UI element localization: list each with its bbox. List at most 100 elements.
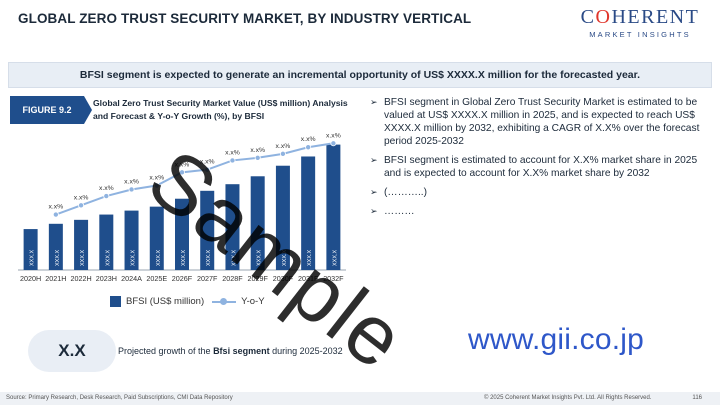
- footer-copyright: © 2025 Coherent Market Insights Pvt. Ltd…: [484, 395, 652, 401]
- figure-caption: Global Zero Trust Security Market Value …: [93, 98, 348, 121]
- x-tick-label: 2024A: [121, 274, 142, 283]
- chart-bar: [225, 184, 240, 270]
- x-tick-label: 2020H: [20, 274, 41, 283]
- x-tick-label: 2026F: [172, 274, 193, 283]
- legend-item-bar: BFSI (US$ million): [110, 296, 204, 307]
- chart-bar: [48, 223, 63, 270]
- chart-bar: [301, 156, 316, 270]
- key-insight-banner: BFSI segment is expected to generate an …: [8, 62, 712, 88]
- bar-data-label: XXX.X: [206, 249, 212, 266]
- bar-data-label: XXX.X: [105, 249, 111, 266]
- bar-data-label: XXX.X: [257, 249, 263, 266]
- growth-value-badge: X.X: [28, 330, 116, 372]
- list-item: ➢………: [370, 206, 415, 217]
- x-tick-label: 2025E: [146, 274, 167, 283]
- yoy-point: [52, 211, 59, 218]
- yoy-data-label: x.x%: [175, 161, 190, 168]
- yoy-data-label: x.x%: [225, 149, 240, 156]
- page-title: GLOBAL ZERO TRUST SECURITY MARKET, BY IN…: [18, 11, 472, 26]
- bar-data-label: XXX.X: [131, 249, 137, 266]
- x-tick-label: 2031F: [298, 274, 319, 283]
- list-item: ➢ BFSI segment in Global Zero Trust Secur…: [370, 97, 700, 147]
- x-tick-label: 2022H: [70, 274, 91, 283]
- yoy-point: [305, 144, 312, 151]
- yoy-line: [55, 142, 334, 216]
- figure-tag: FIGURE 9.2: [10, 96, 92, 124]
- yoy-point: [78, 202, 85, 209]
- legend-bar-label: BFSI (US$ million): [126, 296, 205, 307]
- bullet-arrow-icon: ➢: [370, 187, 378, 197]
- chart-bar: [326, 144, 341, 270]
- legend-item-line: Y-o-Y: [212, 296, 265, 307]
- x-tick-label: 2021H: [45, 274, 66, 283]
- bar-data-label: XXX.X: [332, 249, 338, 266]
- legend-line-label: Y-o-Y: [241, 296, 265, 307]
- yoy-data-label: x.x%: [276, 143, 291, 150]
- bar-data-label: XXX.X: [307, 249, 313, 266]
- list-item: ➢ (………..): [370, 187, 428, 198]
- yoy-data-label: x.x%: [301, 136, 316, 143]
- x-tick-label: 2027F: [197, 274, 218, 283]
- page-number: 116: [692, 395, 702, 401]
- chart-bar: [99, 214, 114, 270]
- bullet-arrow-icon: ➢: [370, 97, 378, 107]
- key-findings-list: ➢ BFSI segment in Global Zero Trust Secur…: [370, 96, 708, 224]
- x-tick-label: 2032F: [323, 274, 344, 283]
- yoy-point: [254, 154, 261, 161]
- yoy-point: [178, 169, 185, 176]
- chart-legend: BFSI (US$ million) Y-o-Y: [110, 296, 265, 307]
- coherent-logo: COHERENT MARKET INSIGHTS: [574, 6, 706, 39]
- yoy-data-label: x.x%: [124, 178, 139, 185]
- chart-bar: [250, 176, 265, 270]
- bullet-arrow-icon: ➢: [370, 155, 378, 165]
- bar-data-label: XXX.X: [30, 249, 36, 266]
- legend-bar-swatch: [110, 296, 121, 307]
- chart-canvas: XXX.X 2020H XXX.X 2021H XXX.X 2022H XXX.X 2023H…: [18, 132, 346, 283]
- yoy-point: [103, 193, 110, 200]
- bar-data-label: XXX.X: [231, 249, 237, 266]
- chart-bar: [275, 165, 290, 270]
- logo-letter: C: [580, 6, 596, 28]
- yoy-point: [229, 157, 236, 164]
- logo-accent-letter: O: [595, 6, 612, 28]
- chart-bar: [74, 219, 89, 270]
- bar-data-label: XXX.X: [55, 249, 61, 266]
- chart-bar: [124, 210, 139, 270]
- yoy-point: [153, 182, 160, 189]
- chart-bar: [149, 206, 164, 270]
- banner-text: BFSI segment is expected to generate an …: [79, 69, 641, 81]
- bar-data-label: XXX.X: [282, 249, 288, 266]
- list-item: ➢ BFSI segment is estimated to account fo…: [370, 155, 698, 179]
- x-tick-label: 2030F: [273, 274, 294, 283]
- chart-bar: [23, 229, 38, 270]
- bar-data-label: XXX.X: [80, 249, 86, 266]
- footer-source: Source: Primary Research, Desk Research,…: [6, 395, 233, 401]
- yoy-data-label: x.x%: [200, 159, 215, 166]
- yoy-point: [204, 166, 211, 173]
- yoy-point: [279, 150, 286, 157]
- yoy-data-label: x.x%: [99, 185, 114, 192]
- market-value-chart: XXX.X 2020H XXX.X 2021H XXX.X 2022H XXX.X 2023H…: [10, 130, 350, 310]
- x-tick-label: 2023H: [96, 274, 117, 283]
- bullet-arrow-icon: ➢: [370, 206, 378, 216]
- bar-data-label: XXX.X: [181, 249, 187, 266]
- yoy-data-label: x.x%: [250, 147, 265, 154]
- yoy-data-label: x.x%: [48, 204, 63, 211]
- gii-watermark: www.gii.co.jp: [468, 323, 644, 356]
- yoy-point: [128, 186, 135, 193]
- logo-wordmark: COHERENT: [574, 6, 706, 28]
- page-footer: Source: Primary Research, Desk Research,…: [0, 392, 720, 405]
- legend-line-swatch: [212, 297, 237, 305]
- x-tick-label: 2028F: [222, 274, 243, 283]
- yoy-point: [330, 140, 337, 147]
- growth-caption: Projected growth of the Bfsi segment dur…: [118, 346, 343, 356]
- yoy-data-label: x.x%: [149, 175, 164, 182]
- bar-data-label: XXX.X: [156, 249, 162, 266]
- x-tick-label: 2029F: [247, 274, 268, 283]
- chart-bar: [200, 190, 215, 270]
- logo-subtitle: MARKET INSIGHTS: [589, 30, 691, 39]
- logo-rest: HERENT: [611, 6, 700, 28]
- yoy-data-label: x.x%: [74, 194, 89, 201]
- chart-bar: [175, 198, 189, 270]
- yoy-data-label: x.x%: [326, 132, 341, 139]
